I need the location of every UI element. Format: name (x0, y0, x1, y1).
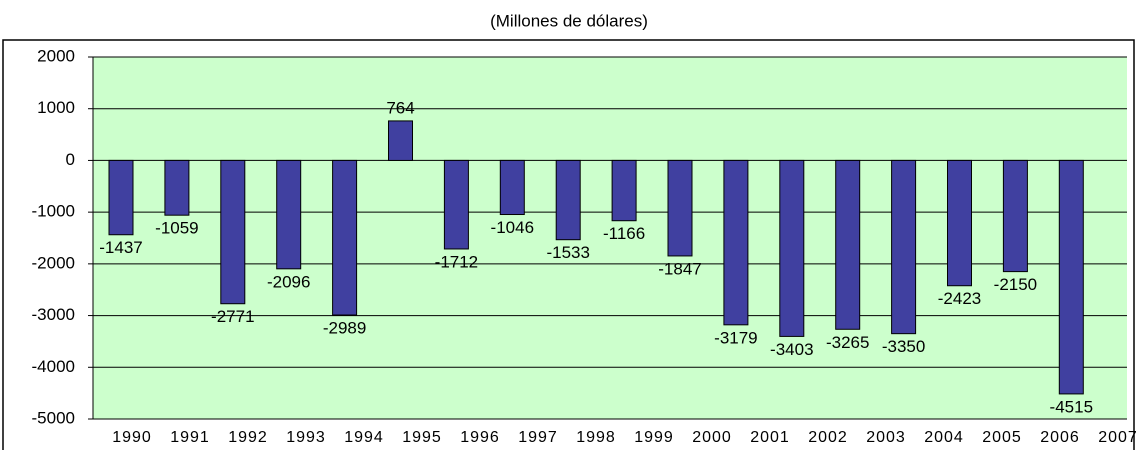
x-tick-label: 1998 (576, 429, 616, 446)
data-label: -1059 (155, 219, 198, 238)
data-label: -1046 (491, 218, 534, 237)
data-label: -3265 (826, 333, 869, 352)
y-tick-label: 2000 (37, 46, 75, 65)
bar (555, 159, 581, 241)
bar (388, 120, 413, 161)
chart-title: (Millones de dólares) (490, 11, 648, 30)
data-label: -2771 (211, 307, 254, 326)
x-tick-label: 2007 (1098, 429, 1138, 446)
data-label: -1712 (435, 252, 478, 271)
bar (499, 159, 525, 216)
x-tick-label: 2001 (750, 429, 790, 446)
x-tick-label: 2002 (808, 429, 848, 446)
data-label: -2989 (323, 318, 366, 337)
bar (723, 159, 749, 326)
x-tick-label: 1990 (112, 429, 152, 446)
x-tick-label: 1996 (460, 429, 500, 446)
y-tick-label: 1000 (37, 98, 75, 117)
bar (332, 159, 358, 316)
bar (891, 159, 917, 335)
x-tick-label: 2006 (1040, 429, 1080, 446)
data-label: -3403 (770, 340, 813, 359)
x-tick-label: 1992 (228, 429, 268, 446)
bar (443, 159, 469, 250)
bar (779, 159, 805, 337)
y-tick-label: -1000 (32, 202, 75, 221)
bar (220, 159, 246, 305)
x-tick-label: 1993 (286, 429, 326, 446)
x-tick-label: 1995 (402, 429, 442, 446)
data-label: -1166 (603, 224, 645, 243)
x-tick-label: 2003 (866, 429, 906, 446)
x-tick-label: 1994 (344, 429, 384, 446)
x-tick-label: 1997 (518, 429, 558, 446)
data-label: -1437 (99, 238, 142, 257)
bar (1002, 159, 1028, 273)
bar (667, 159, 693, 257)
data-label: -3350 (882, 337, 925, 356)
x-tick-label: 2004 (924, 429, 964, 446)
data-label: -2096 (267, 272, 310, 291)
bar (164, 159, 190, 216)
data-label: -1847 (658, 259, 701, 278)
bar (276, 159, 302, 270)
data-label: -4515 (1050, 397, 1093, 416)
x-tick-label: 1999 (634, 429, 674, 446)
x-tick-label: 2000 (692, 429, 732, 446)
y-tick-label: -2000 (32, 253, 75, 272)
y-tick-label: -4000 (32, 357, 75, 376)
bar (611, 159, 637, 222)
bar (947, 159, 972, 287)
data-label: -2423 (938, 289, 981, 308)
data-label: -1533 (546, 243, 589, 262)
y-tick-label: -3000 (32, 305, 75, 324)
x-tick-label: 2005 (982, 429, 1022, 446)
bar (835, 159, 861, 330)
x-tick-label: 1991 (170, 429, 210, 446)
data-label: 764 (386, 98, 414, 117)
bar (108, 159, 134, 236)
y-tick-label: -5000 (32, 408, 75, 427)
y-tick-label: 0 (66, 150, 75, 169)
data-label: -2150 (994, 275, 1037, 294)
data-label: -3179 (714, 328, 757, 347)
bar (1058, 159, 1084, 395)
